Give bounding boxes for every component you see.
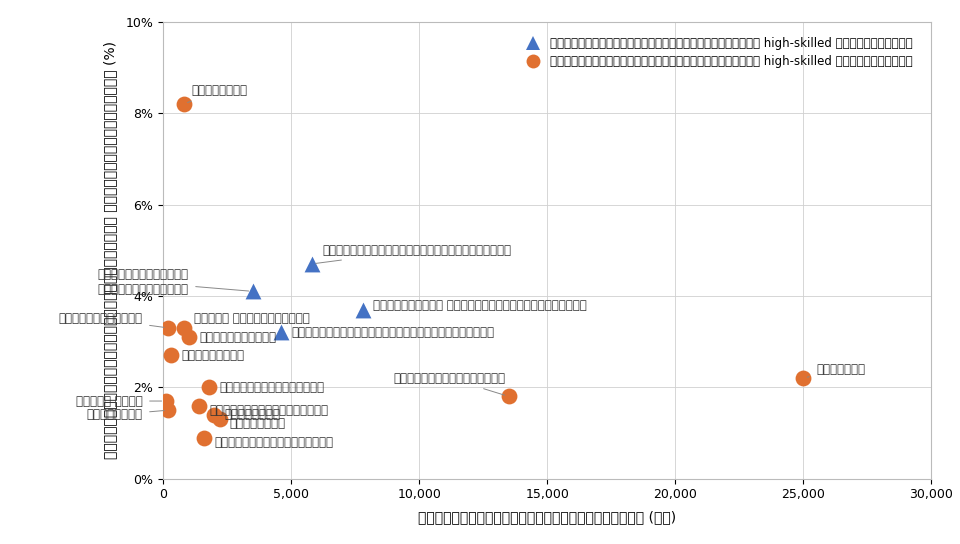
Text: อสังหาริมทรัพย์: อสังหาริมทรัพย์ xyxy=(220,381,324,394)
Legend: ธุรกิจที่ต้องการแรงงานต่างด้าว high-skilled ค่อนข้างสูง, ธุรกิจที่ต้องการแรงงานต: ธุรกิจที่ต้องการแรงงานต่างด้าว high-skil… xyxy=(516,32,918,72)
Point xyxy=(796,374,811,382)
Point xyxy=(158,397,174,405)
Point xyxy=(212,415,228,424)
Text: กิจกรรมด้านสุขภาพ: กิจกรรมด้านสุขภาพ xyxy=(209,404,328,417)
Text: บำบัดของเสีย: บำบัดของเสีย xyxy=(59,312,164,327)
Text: การขนส่ง: การขนส่ง xyxy=(229,417,286,430)
Point xyxy=(163,351,179,360)
Text: ก่อสร้าง: ก่อสร้าง xyxy=(225,408,280,421)
Point xyxy=(304,259,320,268)
Text: บริการอื่นๆ: บริการอื่นๆ xyxy=(199,331,276,344)
Point xyxy=(206,410,222,419)
Text: การศึกษา: การศึกษา xyxy=(187,84,248,102)
Point xyxy=(355,305,371,314)
Point xyxy=(197,433,212,442)
Point xyxy=(274,328,289,337)
X-axis label: จำนวนแรงงานต่างด้าวทักษะสูง (คน): จำนวนแรงงานต่างด้าวทักษะสูง (คน) xyxy=(419,510,676,524)
Point xyxy=(191,401,206,410)
Text: การผลิต: การผลิต xyxy=(807,362,865,377)
Text: ไฟฟ้า ก๊าซ: ไฟฟ้า ก๊าซ xyxy=(76,394,161,407)
Text: การขายส่งขายปลีก: การขายส่งขายปลีก xyxy=(394,372,506,395)
Point xyxy=(176,100,191,108)
Text: กิจกรรมทางการเงิน: กิจกรรมทางการเงิน xyxy=(214,436,333,449)
Text: ข้อมูลข่าวสาร
และการสื่อสาร: ข้อมูลข่าวสาร และการสื่อสาร xyxy=(98,268,249,296)
Point xyxy=(202,383,217,392)
Point xyxy=(176,324,191,332)
Y-axis label: สัดส่วนแรงงานต่างด้าวทักษะสูง ต่อแรงงานทักษะสูง (%): สัดส่วนแรงงานต่างด้าวทักษะสูง ต่อแรงงานท… xyxy=(104,41,117,459)
Point xyxy=(160,406,176,415)
Text: การเกษตร: การเกษตร xyxy=(86,408,164,421)
Text: ที่พักแรมและบริการด้านอาหาร: ที่พักแรมและบริการด้านอาหาร xyxy=(316,244,511,263)
Point xyxy=(181,333,197,342)
Point xyxy=(501,392,516,401)
Text: การบริหารและการบริการสนับสนุน: การบริหารและการบริการสนับสนุน xyxy=(291,326,494,339)
Text: เหมืองแร่: เหมืองแร่ xyxy=(181,349,244,362)
Point xyxy=(160,324,176,332)
Point xyxy=(245,287,260,296)
Text: งานวิชาชีพ วิทยาศาสตร์และเทคนิค: งานวิชาชีพ วิทยาศาสตร์และเทคนิค xyxy=(373,299,587,312)
Text: ศิลปะ ความบันเทิง: ศิลปะ ความบันเทิง xyxy=(194,312,310,325)
